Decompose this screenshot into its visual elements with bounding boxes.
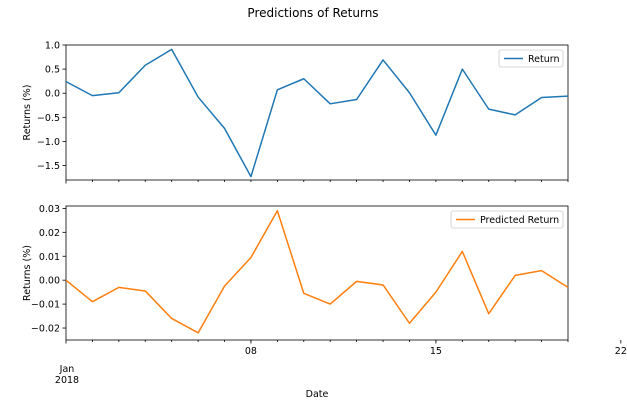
y-tick-label: 0.01 <box>39 252 60 263</box>
axes-frame <box>65 44 569 181</box>
y-tick-label: −0.02 <box>31 324 60 335</box>
x-tick-label: 08 <box>245 346 257 357</box>
series-line <box>65 48 569 178</box>
series-line <box>65 210 569 334</box>
return-subplot: 1.0 0.5 0.0 −0.5 −1.0 −1.5 Returns (%) Return <box>22 41 569 184</box>
x-tick-label-month: Jan <box>59 364 75 375</box>
legend-label: Predicted Return <box>480 215 559 226</box>
chart-title: Predictions of Returns <box>247 6 378 20</box>
y-tick-label: −1.0 <box>37 137 60 148</box>
legend-box <box>450 210 564 229</box>
y-tick-label: −0.01 <box>31 300 60 311</box>
x-tick-label-year: 2018 <box>55 375 79 386</box>
y-tick-label: 0.02 <box>39 228 60 239</box>
y-tick-label: 0.0 <box>45 89 60 100</box>
y-tick-label: −0.5 <box>37 113 60 124</box>
axes-frame <box>65 205 569 341</box>
y-axis-label: Returns (%) <box>22 85 33 141</box>
y-axis-label: Returns (%) <box>22 245 33 301</box>
legend-box <box>498 49 564 68</box>
y-tick-label: −1.5 <box>37 161 60 172</box>
legend-label: Return <box>528 54 560 65</box>
x-tick-label: 15 <box>430 346 442 357</box>
y-tick-label: 0.03 <box>39 204 60 215</box>
y-tick-label: 0.5 <box>45 65 60 76</box>
x-tick-label: 22 <box>615 346 627 357</box>
predicted-return-subplot: 0.03 0.02 0.01 0.00 −0.01 −0.02 Returns (%) 08 1… <box>22 204 627 357</box>
x-axis-label: Date <box>306 389 329 400</box>
y-tick-label: 1.0 <box>45 41 60 52</box>
y-tick-label: 0.00 <box>39 276 60 287</box>
